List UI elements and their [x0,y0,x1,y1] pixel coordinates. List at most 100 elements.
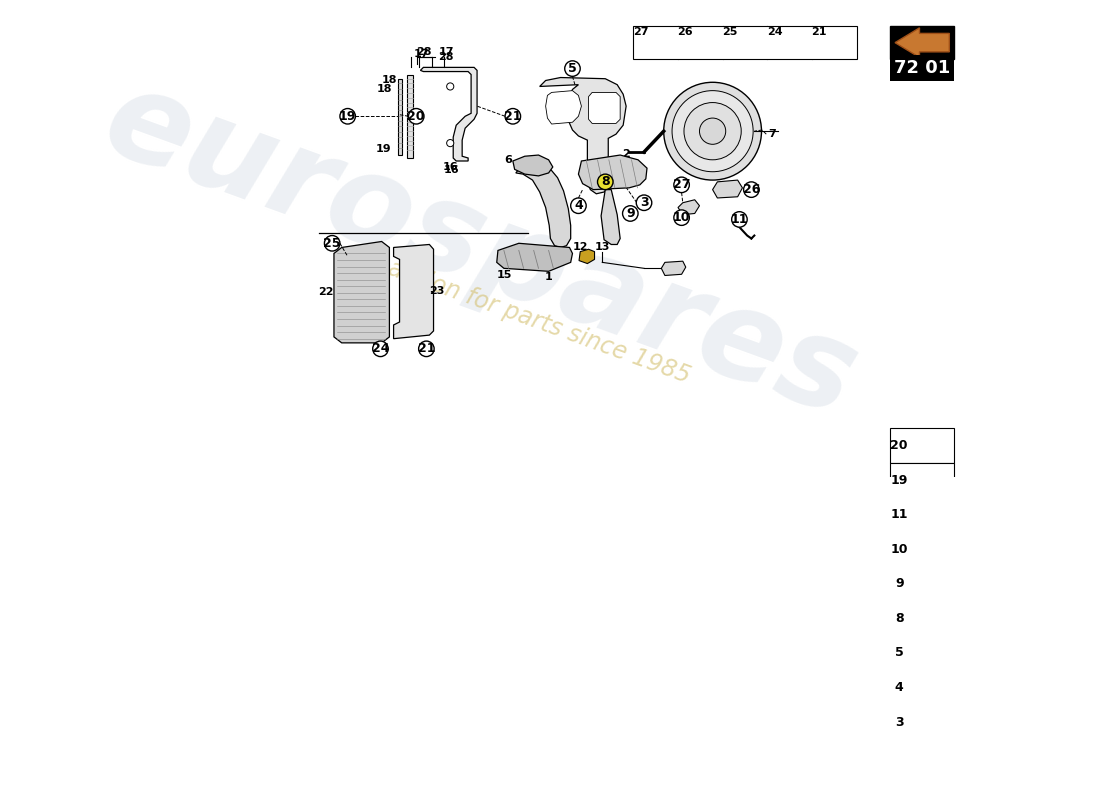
Text: 6: 6 [504,155,512,165]
Circle shape [832,42,837,49]
Circle shape [505,109,520,124]
Circle shape [674,177,690,193]
Text: 9: 9 [626,207,635,220]
Text: 18: 18 [382,75,397,86]
Text: 7: 7 [769,129,777,139]
Text: 16: 16 [442,162,458,172]
Polygon shape [540,78,626,194]
Circle shape [623,206,638,222]
Text: 2: 2 [623,149,630,159]
Circle shape [636,195,652,210]
Text: 4: 4 [895,681,903,694]
Bar [890,428,954,462]
Text: 27: 27 [632,27,648,37]
Text: 4: 4 [574,199,583,212]
Text: 25: 25 [323,237,341,250]
Circle shape [597,174,613,190]
Polygon shape [398,79,402,155]
Text: 23: 23 [429,286,444,296]
Circle shape [786,41,793,48]
Polygon shape [394,245,433,338]
Polygon shape [420,67,477,161]
Polygon shape [588,93,620,123]
Text: 3: 3 [895,716,903,729]
Polygon shape [601,190,620,245]
Text: 5: 5 [568,62,576,75]
Polygon shape [334,242,389,343]
Circle shape [340,109,355,124]
Polygon shape [513,155,553,176]
Text: 9: 9 [895,578,903,590]
Bar [890,636,954,670]
Text: 13: 13 [595,242,610,253]
Text: a passion for parts since 1985: a passion for parts since 1985 [350,244,694,388]
Bar [890,26,954,59]
Polygon shape [579,155,647,190]
Circle shape [447,83,454,90]
Text: 21: 21 [418,342,436,355]
Circle shape [564,61,580,76]
Circle shape [663,82,761,180]
Circle shape [447,139,454,146]
Polygon shape [497,243,572,271]
Polygon shape [895,28,949,58]
Text: 16: 16 [443,165,459,175]
Circle shape [419,341,435,357]
Text: 20: 20 [891,439,908,452]
Circle shape [732,212,747,227]
Polygon shape [546,90,582,124]
Text: 8: 8 [601,175,609,188]
Text: 26: 26 [678,27,693,37]
Text: 27: 27 [673,178,691,191]
Text: 18: 18 [377,85,393,94]
Circle shape [744,182,759,198]
Text: 14: 14 [698,159,714,169]
Text: 21: 21 [812,27,827,37]
Circle shape [741,42,749,50]
Circle shape [571,198,586,214]
Polygon shape [713,180,743,198]
Text: 1: 1 [544,272,552,282]
Circle shape [672,90,754,172]
Text: 28: 28 [438,52,454,62]
Text: 17: 17 [438,47,454,58]
Text: 26: 26 [742,183,760,196]
Text: 19: 19 [891,474,908,486]
Polygon shape [407,74,414,158]
Circle shape [684,102,741,160]
Text: 25: 25 [723,27,738,37]
Circle shape [324,235,340,251]
Bar [634,26,857,59]
Bar [890,566,954,601]
Text: 28: 28 [416,47,431,58]
Circle shape [674,210,690,226]
Text: 17: 17 [414,49,429,58]
Text: 15: 15 [496,270,512,281]
Text: 3: 3 [640,196,648,210]
Circle shape [693,48,698,53]
Bar [890,601,954,636]
Circle shape [408,109,424,124]
Text: 22: 22 [319,287,334,297]
Text: 11: 11 [891,508,908,521]
Text: 8: 8 [895,612,903,625]
Text: 20: 20 [407,110,425,122]
Bar [890,705,954,739]
Text: 11: 11 [730,213,748,226]
Text: 10: 10 [891,542,908,556]
Text: 72 01: 72 01 [894,59,950,77]
Bar [890,532,954,566]
Text: 19: 19 [339,110,356,122]
Bar [890,462,954,498]
Text: 10: 10 [673,211,691,224]
Polygon shape [579,250,594,263]
Bar [890,498,954,532]
Circle shape [373,341,388,357]
Text: 5: 5 [895,646,903,659]
Text: 12: 12 [572,242,588,253]
Text: 24: 24 [372,342,389,355]
Polygon shape [678,200,700,214]
Text: eurospares: eurospares [88,58,872,442]
Polygon shape [661,261,685,275]
Circle shape [700,118,726,144]
